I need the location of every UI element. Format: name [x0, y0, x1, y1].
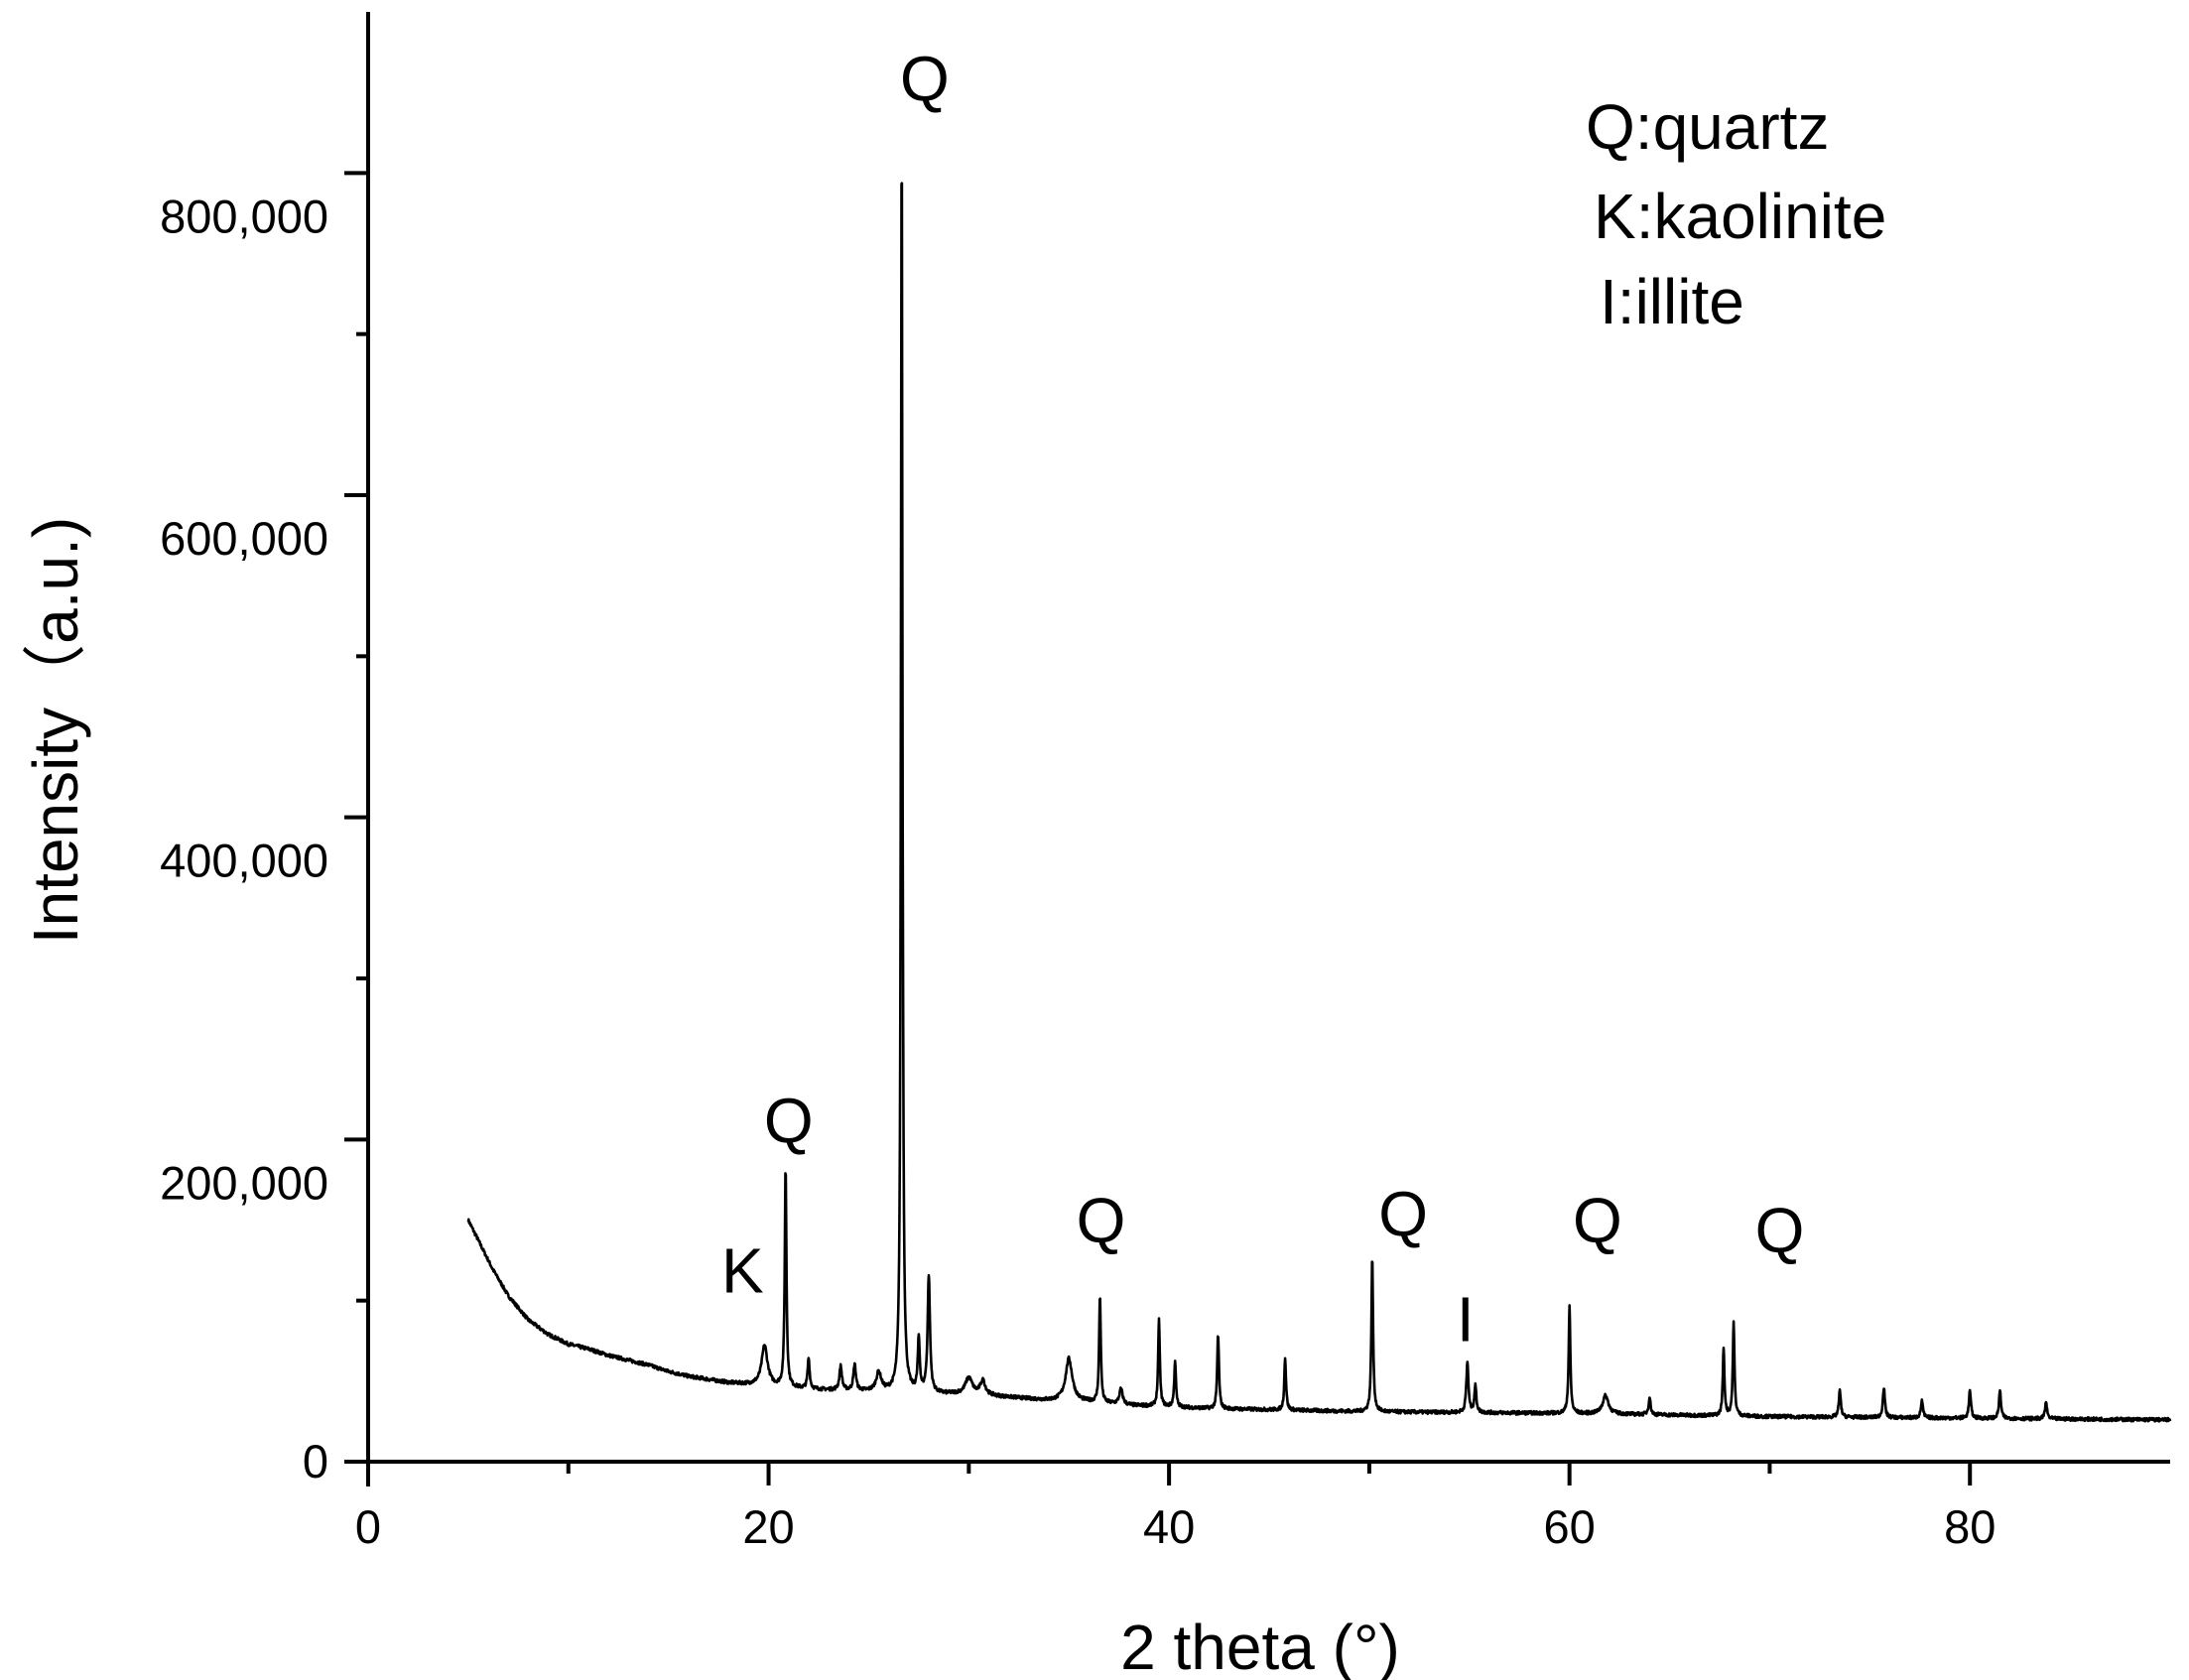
- peak-label: Q: [1077, 1185, 1126, 1256]
- x-tick-label: 40: [1143, 1500, 1195, 1553]
- series: [466, 182, 2172, 1423]
- peak-label: Q: [1573, 1185, 1622, 1256]
- y-axis-title: Intensity（a.u.): [20, 517, 91, 944]
- legend-item-quartz: Q:quartz: [1586, 91, 1829, 163]
- axes: [366, 12, 2170, 1486]
- peak-label: K: [721, 1235, 764, 1307]
- y-tick-label: 200,000: [160, 1156, 328, 1209]
- peak-label: Q: [900, 43, 950, 114]
- x-tick-label: 20: [742, 1500, 794, 1553]
- x-tick-label: 80: [1944, 1500, 1996, 1553]
- legend: Q:quartz K:kaolinite I:illite: [1586, 91, 1886, 337]
- legend-item-illite: I:illite: [1600, 266, 1744, 337]
- peak-label: Q: [1755, 1195, 1805, 1266]
- peak-label: Q: [764, 1086, 814, 1157]
- xrd-pattern-line: [466, 182, 2172, 1423]
- x-axis-title: 2 theta (°): [1120, 1612, 1400, 1680]
- y-tick-label: 400,000: [160, 835, 328, 887]
- peak-label: I: [1457, 1283, 1475, 1355]
- legend-item-kaolinite: K:kaolinite: [1594, 181, 1886, 252]
- peak-label: Q: [1378, 1179, 1428, 1250]
- y-tick-label: 0: [303, 1435, 328, 1487]
- x-tick-label: 0: [355, 1500, 381, 1553]
- x-tick-label: 60: [1544, 1500, 1596, 1553]
- y-tick-label: 800,000: [160, 190, 328, 242]
- ticks: 0 20 40 60 80 0 200,000 400,000 600,000 800,000: [160, 171, 1996, 1553]
- y-tick-label: 600,000: [160, 512, 328, 565]
